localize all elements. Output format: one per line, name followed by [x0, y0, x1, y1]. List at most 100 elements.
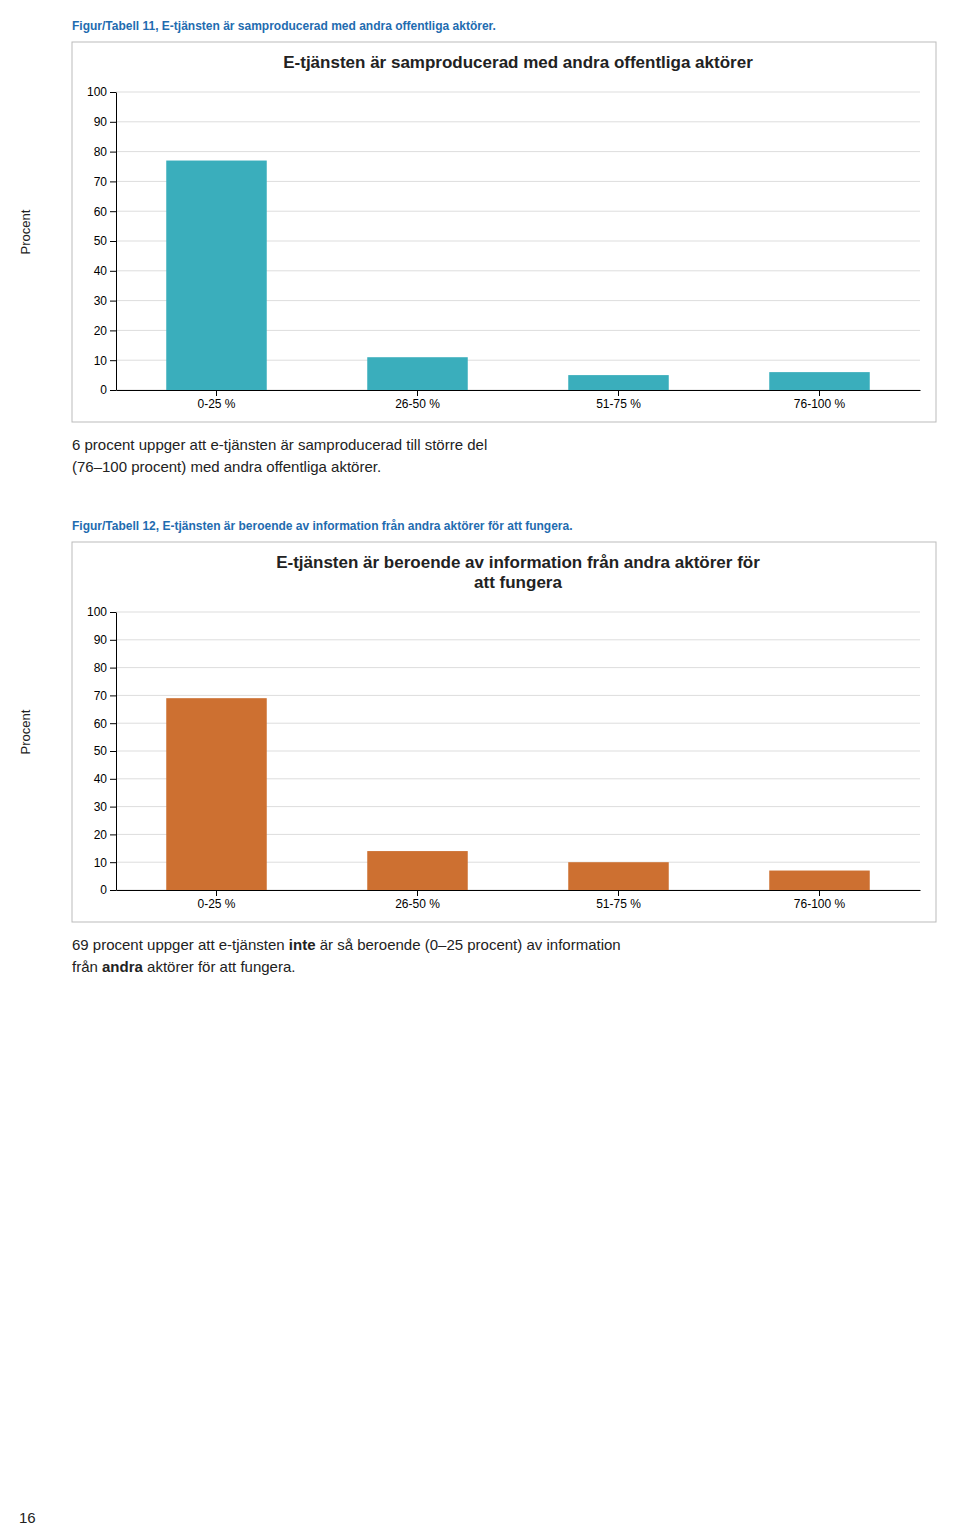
tick-label: 0 — [100, 383, 107, 397]
tick-label: 20 — [94, 324, 108, 338]
tick-label: 70 — [94, 689, 108, 703]
chart-1: Figur/Tabell 12, E-tjänsten är beroende … — [18, 519, 936, 975]
tick: 10 — [94, 856, 116, 870]
page-number: 16 — [19, 1509, 36, 1526]
tick-mark — [216, 390, 217, 396]
bar — [769, 871, 870, 890]
grid-line — [116, 92, 920, 93]
page: Figur/Tabell 11, E-tjänsten är samproduc… — [0, 0, 960, 1539]
caption: Figur/Tabell 11, E-tjänsten är samproduc… — [72, 19, 496, 33]
tick: 10 — [94, 354, 116, 368]
tick-label: 51-75 % — [596, 397, 641, 411]
tick-mark — [110, 723, 116, 724]
axis-line — [116, 613, 117, 891]
tick-label: 0 — [100, 883, 107, 897]
tick-mark — [110, 122, 116, 123]
tick: 40 — [94, 264, 116, 278]
body-text-part: från — [72, 958, 102, 975]
tick-mark — [110, 695, 116, 696]
tick: 80 — [94, 145, 116, 159]
tick-label: 51-75 % — [596, 897, 641, 911]
bar — [166, 698, 267, 890]
tick-mark — [110, 271, 116, 272]
body-text-part: inte — [289, 936, 316, 953]
bar — [367, 851, 468, 890]
grid-line — [116, 121, 920, 122]
tick: 26-50 % — [395, 390, 440, 411]
tick-mark — [417, 390, 418, 396]
tick: 51-75 % — [596, 390, 641, 411]
tick-mark — [110, 640, 116, 641]
tick-label: 60 — [94, 205, 108, 219]
body-text: 69 procent uppger att e-tjänsten inte är… — [72, 936, 621, 953]
chart-frame — [72, 542, 936, 922]
grid — [116, 612, 920, 890]
tick-mark — [110, 834, 116, 835]
grid-line — [116, 151, 920, 152]
body-text-part: är så beroende (0–25 procent) av informa… — [315, 936, 620, 953]
tick-mark — [110, 360, 116, 361]
tick-mark — [110, 211, 116, 212]
tick-label: 50 — [94, 234, 108, 248]
tick: 90 — [94, 633, 116, 647]
tick: 76-100 % — [794, 390, 846, 411]
grid-line — [116, 612, 920, 613]
tick: 20 — [94, 828, 116, 842]
tick-mark — [110, 890, 116, 891]
tick: 70 — [94, 689, 116, 703]
tick: 0 — [100, 383, 116, 397]
tick-label: 90 — [94, 633, 108, 647]
bars — [166, 698, 870, 890]
body-text-part: andra — [102, 958, 144, 975]
tick-mark — [618, 890, 619, 896]
chart-0: Figur/Tabell 11, E-tjänsten är samproduc… — [18, 19, 936, 475]
tick-mark — [110, 751, 116, 752]
tick-mark — [110, 390, 116, 391]
x-axis: 0-25 %26-50 %51-75 %76-100 % — [117, 890, 921, 911]
body-text-part: aktörer för att fungera. — [143, 958, 296, 975]
y-axis: 0 10 20 30 40 50 60 70 80 90 100 — [87, 605, 117, 897]
tick-label: 80 — [94, 145, 108, 159]
body-text: från andra aktörer för att fungera. — [72, 958, 295, 975]
chart-frame — [72, 42, 936, 422]
body-text: 6 procent uppger att e-tjänsten är sampr… — [72, 436, 487, 453]
tick-label: 40 — [94, 264, 108, 278]
tick: 40 — [94, 772, 116, 786]
tick: 60 — [94, 717, 116, 731]
tick: 0-25 % — [197, 890, 235, 911]
chart-title-line: att fungera — [474, 573, 562, 592]
tick-label: 0-25 % — [197, 397, 235, 411]
tick-label: 26-50 % — [395, 897, 440, 911]
bar — [568, 862, 669, 890]
tick: 51-75 % — [596, 890, 641, 911]
tick: 50 — [94, 744, 116, 758]
tick-label: 20 — [94, 828, 108, 842]
tick-mark — [110, 330, 116, 331]
tick-mark — [110, 152, 116, 153]
tick-mark — [216, 890, 217, 896]
tick: 80 — [94, 661, 116, 675]
tick-label: 40 — [94, 772, 108, 786]
tick-label: 100 — [87, 85, 107, 99]
tick-mark — [417, 890, 418, 896]
y-axis-label: Procent — [18, 709, 33, 754]
tick: 30 — [94, 294, 116, 308]
chart-title: E-tjänsten är samproducerad med andra of… — [283, 53, 753, 72]
tick-label: 50 — [94, 744, 108, 758]
tick-mark — [110, 301, 116, 302]
tick-label: 100 — [87, 605, 107, 619]
body-text: (76–100 procent) med andra offentliga ak… — [72, 458, 381, 475]
tick: 0-25 % — [197, 390, 235, 411]
chart-title-line: E-tjänsten är samproducerad med andra of… — [283, 53, 753, 72]
body-text-part: 69 procent uppger att e-tjänsten — [72, 936, 289, 953]
tick-label: 10 — [94, 856, 108, 870]
tick-mark — [110, 668, 116, 669]
tick: 60 — [94, 205, 116, 219]
tick-mark — [819, 890, 820, 896]
chart-title-line: E-tjänsten är beroende av information fr… — [276, 553, 760, 572]
tick-label: 30 — [94, 800, 108, 814]
grid-line — [116, 695, 920, 696]
tick-label: 0-25 % — [197, 897, 235, 911]
tick-label: 30 — [94, 294, 108, 308]
bars — [166, 161, 870, 390]
